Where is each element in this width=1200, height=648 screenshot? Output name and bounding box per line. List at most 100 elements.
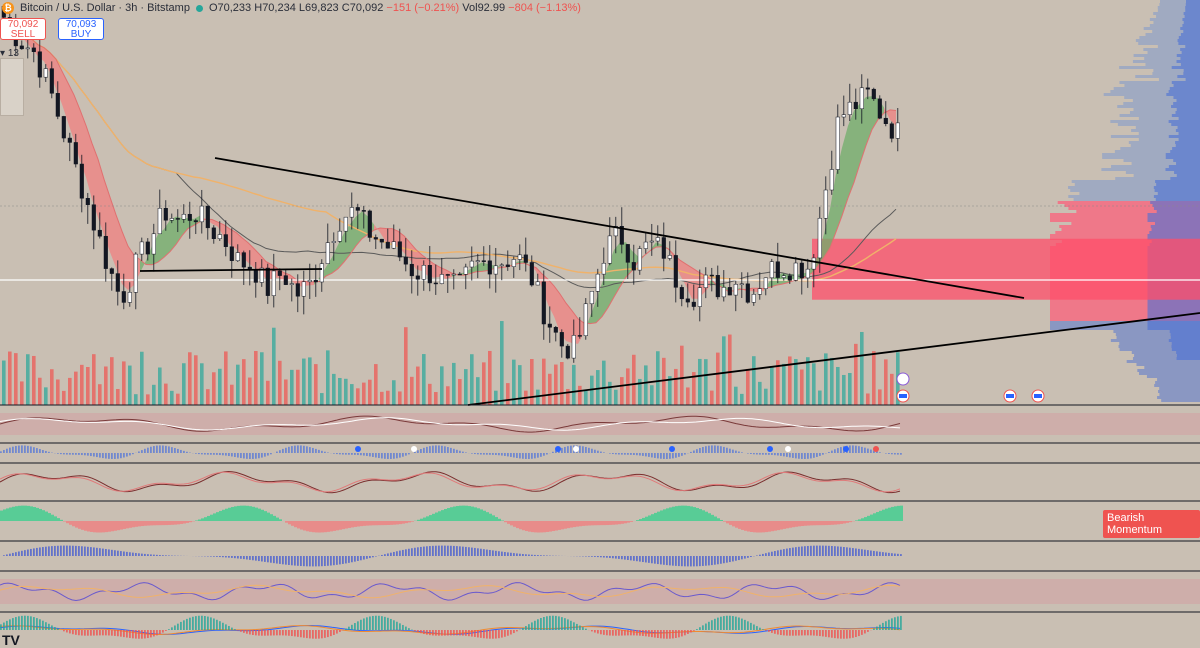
momentum-histogram <box>666 508 669 521</box>
candle-body <box>781 275 786 278</box>
volume-bar <box>542 358 546 405</box>
macd-histogram <box>405 626 407 630</box>
volume-bar <box>362 382 366 405</box>
signal-histogram <box>861 446 863 453</box>
momentum-histogram <box>96 521 99 533</box>
macd-histogram <box>585 628 587 630</box>
momentum-histogram <box>627 521 630 523</box>
candle-body <box>529 262 534 286</box>
trend-histogram <box>495 550 497 556</box>
collapsed-legend[interactable] <box>0 58 24 116</box>
symbol-title[interactable]: Bitcoin / U.S. Dollar · 3h · Bitstamp <box>20 2 190 14</box>
profile-bar <box>1103 93 1200 96</box>
trend-histogram <box>522 554 524 556</box>
volume-bar <box>776 360 780 405</box>
macd-histogram <box>888 619 890 630</box>
volume-bars <box>2 321 900 405</box>
signal-histogram <box>117 453 119 459</box>
profile-bar <box>1113 87 1200 90</box>
momentum-histogram <box>579 521 582 527</box>
trend-histogram <box>528 554 530 556</box>
signal-histogram <box>609 453 611 454</box>
candle-body <box>283 275 288 285</box>
sell-button[interactable]: 70,092 SELL <box>0 18 46 40</box>
macd-histogram <box>612 630 614 636</box>
macd-histogram <box>663 630 665 639</box>
buy-button[interactable]: 70,093 BUY <box>58 18 104 40</box>
profile-bar-hi <box>1176 174 1200 177</box>
candle-body <box>187 213 192 221</box>
trend-histogram <box>264 556 266 562</box>
trend-histogram <box>48 546 50 556</box>
macd-histogram <box>30 616 32 630</box>
momentum-histogram <box>408 521 411 523</box>
candle-body <box>289 283 294 285</box>
volume-bar <box>560 362 564 405</box>
macd-histogram <box>189 617 191 630</box>
signal-histogram <box>651 453 653 458</box>
trend-histogram <box>297 556 299 566</box>
candle-body <box>631 262 636 271</box>
signal-histogram <box>177 448 179 453</box>
trend-histogram <box>432 545 434 556</box>
momentum-histogram <box>288 521 291 525</box>
signal-histogram <box>69 453 71 455</box>
volume-bar <box>338 377 342 405</box>
candle-body <box>355 207 360 211</box>
candle-body <box>775 261 780 278</box>
profile-bar-hi <box>1173 96 1200 99</box>
macd-histogram <box>276 630 278 636</box>
trend-histogram <box>393 551 395 556</box>
candle-body <box>553 327 558 333</box>
candle-body <box>745 283 750 303</box>
trend-histogram <box>822 545 824 556</box>
momentum-histogram <box>795 521 798 527</box>
trend-histogram <box>861 549 863 556</box>
macd-histogram <box>69 630 71 634</box>
macd-histogram <box>150 630 152 638</box>
profile-bar <box>1153 69 1200 72</box>
momentum-histogram <box>63 521 66 522</box>
momentum-histogram <box>381 521 384 526</box>
cloud-segment <box>128 246 134 290</box>
momentum-histogram <box>141 521 144 527</box>
macd-histogram <box>789 630 791 636</box>
trend-histogram <box>60 545 62 556</box>
trend-histogram <box>726 556 728 563</box>
trend-histogram <box>270 556 272 563</box>
volume-bar <box>644 365 648 405</box>
volume-bar <box>122 361 126 405</box>
macd-histogram <box>558 616 560 630</box>
macd-histogram <box>540 618 542 630</box>
signal-histogram <box>714 445 716 453</box>
trend-histogram <box>441 545 443 556</box>
momentum-histogram <box>480 509 483 521</box>
trend-histogram <box>444 545 446 556</box>
volume-bar <box>422 354 426 405</box>
momentum-histogram <box>84 521 87 531</box>
indicator-count[interactable]: ▾ 13 <box>0 48 19 59</box>
macd-histogram <box>507 630 509 636</box>
trend-histogram <box>900 554 902 556</box>
macd-histogram <box>435 630 437 636</box>
macd-histogram <box>657 630 659 638</box>
candle-body <box>61 116 66 139</box>
macd-histogram <box>165 630 167 631</box>
momentum-histogram <box>456 506 459 521</box>
signal-histogram <box>129 453 131 456</box>
momentum-histogram <box>867 515 870 521</box>
macd-histogram <box>555 615 557 630</box>
momentum-histogram <box>132 521 135 528</box>
momentum-histogram <box>27 505 30 521</box>
trend-histogram <box>339 556 341 565</box>
signal-histogram <box>99 453 101 458</box>
trend-histogram <box>273 556 275 564</box>
momentum-histogram <box>246 505 249 521</box>
signal-histogram <box>75 453 77 455</box>
macd-histogram <box>561 617 563 630</box>
candle-body <box>703 274 708 288</box>
trend-histogram <box>852 548 854 556</box>
trend-histogram <box>156 554 158 556</box>
